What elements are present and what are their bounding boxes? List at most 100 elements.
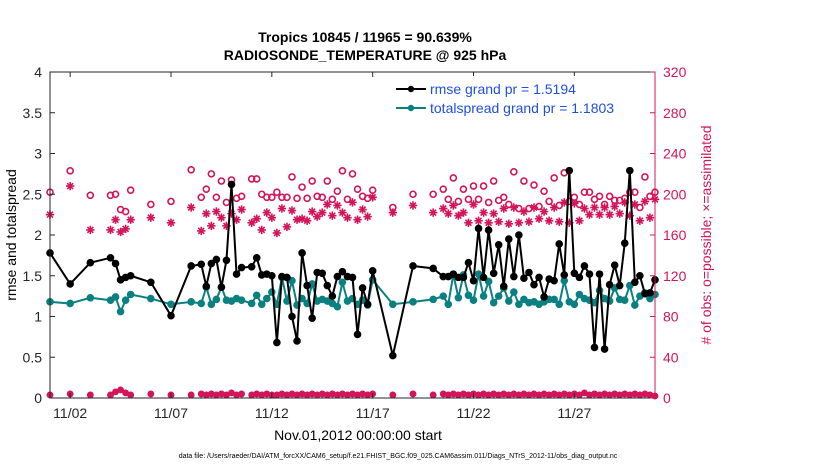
obs-possible-point	[469, 182, 478, 190]
rmse-point	[318, 269, 327, 278]
obs-possible-point	[489, 177, 498, 185]
rmse-point	[212, 255, 221, 264]
rmse-point	[268, 271, 276, 280]
obs-zero-assimilated-point	[621, 390, 628, 398]
obs-possible-point	[121, 207, 130, 216]
rmse-point	[520, 274, 528, 282]
y-tick-label: 1	[34, 309, 42, 325]
rmse-point	[560, 271, 569, 279]
legend: rmse grand pr = 1.5194 totalspread grand…	[388, 76, 644, 124]
obs-assimilated-point	[519, 207, 529, 216]
obs-possible-point	[535, 202, 543, 211]
obs-zero-assimilated-point	[122, 389, 129, 397]
obs-zero-assimilated-point	[576, 391, 583, 399]
x-tick-label: 11/22	[457, 405, 491, 421]
rmse-point	[636, 271, 644, 280]
rmse-point	[207, 259, 216, 268]
obs-possible-point	[409, 190, 417, 199]
totalspread-point	[252, 291, 261, 300]
obs-zero-assimilated-point	[445, 391, 452, 399]
y-tick-label: 0	[34, 390, 42, 406]
y-tick-label: 3	[34, 146, 42, 162]
chart-subtitle: RADIOSONDE_TEMPERATURE @ 925 hPa	[224, 47, 507, 63]
totalspread-point	[454, 293, 463, 302]
rmse-point	[474, 224, 483, 233]
totalspread-point	[247, 299, 256, 308]
obs-assimilated-point	[630, 200, 640, 209]
totalspread-point	[489, 298, 498, 307]
obs-assimilated-point	[469, 200, 478, 209]
obs-possible-point	[484, 198, 493, 207]
obs-possible-point	[449, 174, 458, 182]
x-tick-label: 11/12	[255, 405, 289, 421]
obs-possible-point	[303, 194, 311, 203]
obs-assimilated-point	[615, 209, 624, 218]
rmse-point	[389, 351, 397, 360]
totalspread-point	[469, 296, 478, 305]
obs-assimilated-point	[388, 208, 398, 217]
rmse-point	[605, 280, 614, 289]
totalspread-point	[515, 300, 523, 309]
rmse-point	[323, 281, 332, 290]
obs-zero-assimilated-point	[314, 391, 321, 399]
legend-spread-marker	[396, 104, 426, 112]
obs-assimilated-point	[338, 208, 347, 217]
obs-possible-point	[202, 185, 211, 193]
y-tick-label: 0.5	[23, 349, 43, 365]
rmse-point	[197, 260, 206, 269]
obs-assimilated-point	[121, 224, 130, 234]
y-tick-label: 2.5	[23, 186, 43, 202]
obs-assimilated-point	[363, 212, 372, 221]
obs-assimilated-point	[343, 213, 352, 222]
obs-possible-point	[86, 191, 95, 200]
obs-assimilated-point	[499, 204, 508, 213]
obs-possible-point	[106, 191, 115, 200]
totalspread-point	[111, 293, 120, 301]
obs-zero-assimilated-point	[112, 388, 119, 396]
obs-assimilated-point	[408, 201, 418, 210]
totalspread-point	[479, 292, 488, 300]
totalspread-point	[66, 299, 74, 308]
obs-assimilated-point	[514, 218, 524, 227]
x-axis-label: Nov.01,2012 00:00:00 start	[274, 427, 442, 443]
obs-assimilated-point	[106, 225, 115, 235]
obs-zero-assimilated-point	[87, 391, 94, 399]
obs-assimilated-point	[428, 208, 438, 217]
rmse-point	[222, 256, 231, 265]
obs-possible-point	[429, 190, 437, 199]
obs-possible-point	[595, 192, 604, 201]
obs-possible-point	[605, 192, 614, 201]
rmse-point	[333, 272, 342, 281]
totalspread-point	[389, 300, 397, 309]
rmse-point	[106, 254, 115, 262]
totalspread-point	[504, 297, 513, 305]
obs-assimilated-point	[202, 209, 211, 218]
rmse-point	[147, 278, 155, 287]
obs-zero-assimilated-point	[238, 390, 245, 398]
rmse-point	[499, 282, 508, 291]
obs-possible-point	[353, 185, 362, 193]
obs-assimilated-point	[287, 206, 297, 215]
obs-assimilated-point	[257, 225, 266, 235]
obs-assimilated-point	[212, 207, 221, 216]
rmse-point	[525, 268, 533, 277]
rmse-point	[494, 240, 503, 249]
obs-assimilated-point	[539, 207, 549, 216]
rmse-point	[338, 267, 347, 276]
rmse-point	[620, 239, 629, 247]
obs-assimilated-point	[207, 221, 216, 231]
obs-possible-point	[187, 166, 195, 174]
obs-possible-point	[585, 188, 594, 197]
rmse-point	[348, 273, 357, 282]
obs-zero-assimilated-point	[223, 391, 230, 399]
totalspread-point	[116, 307, 125, 316]
obs-possible-point	[515, 204, 523, 213]
obs-possible-point	[247, 175, 256, 183]
y-tick-label: 1.5	[23, 268, 43, 284]
obs-zero-assimilated-point	[198, 390, 205, 398]
obs-zero-assimilated-point	[626, 391, 633, 399]
obs-assimilated-point	[237, 205, 246, 214]
obs-possible-point	[333, 187, 342, 195]
obs-assimilated-point	[65, 181, 75, 191]
